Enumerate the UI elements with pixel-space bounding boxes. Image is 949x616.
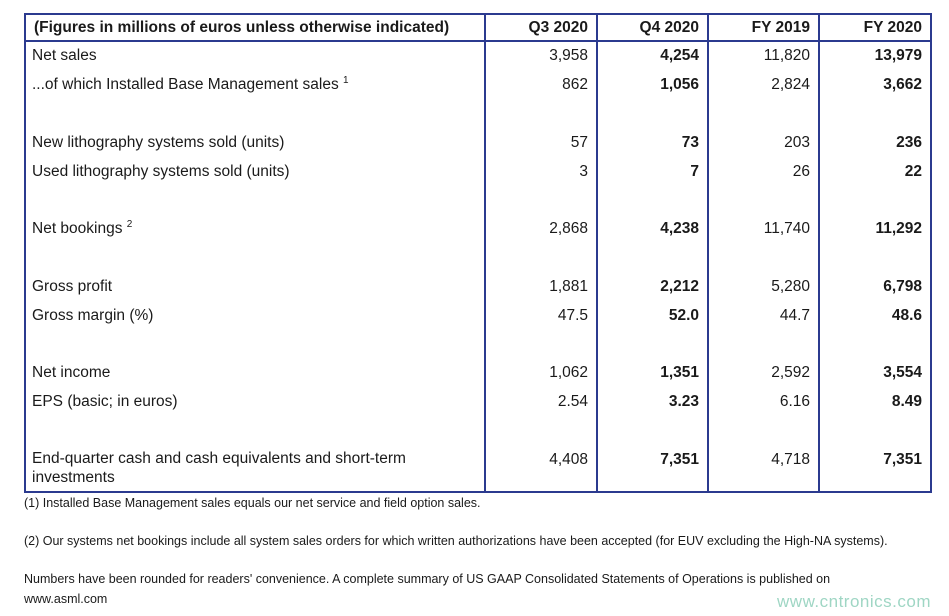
- header-fy-2019: FY 2019: [707, 13, 820, 42]
- footnote-marker: 2: [126, 219, 133, 231]
- footnote-2: (2) Our systems net bookings include all…: [24, 534, 888, 548]
- cell-q4-2020: 7: [596, 157, 709, 186]
- cell-fy-2019: 26: [707, 157, 820, 186]
- cell-fy-2019: 44.7: [707, 301, 820, 330]
- row-label: Gross profit: [24, 272, 486, 302]
- row-label: End-quarter cash and cash equivalents an…: [24, 445, 486, 494]
- row-label: Net income: [24, 358, 486, 388]
- footnote-3-line-2: www.asml.com: [24, 592, 108, 606]
- cell-fy-2020: 48.6: [818, 301, 932, 330]
- header-q4-2020: Q4 2020: [596, 13, 709, 42]
- table-row: End-quarter cash and cash equivalents an…: [24, 445, 932, 494]
- table-row: Used lithography systems sold (units) 3 …: [24, 157, 932, 186]
- cell-fy-2020: 11,292: [818, 214, 932, 244]
- cell-q4-2020: 1,351: [596, 358, 709, 388]
- cell-fy-2019: 2,592: [707, 358, 820, 388]
- cell-q3-2020: 2.54: [484, 387, 598, 417]
- cell-fy-2019: 11,820: [707, 41, 820, 71]
- table-row: Gross margin (%) 47.5 52.0 44.7 48.6: [24, 301, 932, 330]
- cell-fy-2020: 6,798: [818, 272, 932, 302]
- cell-fy-2020: 8.49: [818, 387, 932, 417]
- cell-fy-2020: 3,554: [818, 358, 932, 388]
- spacer-row: [24, 243, 932, 273]
- spacer-row: [24, 185, 932, 215]
- cell-q3-2020: 4,408: [484, 445, 598, 494]
- cell-q3-2020: 3: [484, 157, 598, 186]
- header-q3-2020: Q3 2020: [484, 13, 598, 42]
- row-label: ...of which Installed Base Management sa…: [24, 70, 486, 100]
- cell-q3-2020: 3,958: [484, 41, 598, 71]
- footnote-3-line-1: Numbers have been rounded for readers' c…: [24, 572, 831, 586]
- table-row: Net sales 3,958 4,254 11,820 13,979: [24, 41, 932, 71]
- footnote-1: (1) Installed Base Management sales equa…: [24, 496, 481, 510]
- cell-q3-2020: 2,868: [484, 214, 598, 244]
- cell-q4-2020: 52.0: [596, 301, 709, 330]
- footnote-marker: 1: [343, 75, 349, 87]
- header-fy-2020: FY 2020: [818, 13, 932, 42]
- cell-q3-2020: 1,881: [484, 272, 598, 302]
- row-label: Net sales: [24, 41, 486, 71]
- cell-q4-2020: 1,056: [596, 70, 709, 100]
- cell-q4-2020: 73: [596, 128, 709, 158]
- table-row: Net bookings 2 2,868 4,238 11,740 11,292: [24, 214, 932, 244]
- row-label: Used lithography systems sold (units): [24, 157, 486, 186]
- spacer-row: [24, 416, 932, 446]
- cell-fy-2019: 4,718: [707, 445, 820, 494]
- cell-q4-2020: 4,238: [596, 214, 709, 244]
- row-label: New lithography systems sold (units): [24, 128, 486, 158]
- cell-fy-2019: 203: [707, 128, 820, 158]
- cell-q4-2020: 2,212: [596, 272, 709, 302]
- watermark: www.cntronics.com: [777, 592, 931, 611]
- row-label: Gross margin (%): [24, 301, 486, 330]
- cell-q4-2020: 4,254: [596, 41, 709, 71]
- cell-fy-2020: 236: [818, 128, 932, 158]
- cell-q4-2020: 3.23: [596, 387, 709, 417]
- spacer-row: [24, 329, 932, 359]
- cell-fy-2019: 5,280: [707, 272, 820, 302]
- table-row: Net income 1,062 1,351 2,592 3,554: [24, 358, 932, 388]
- table-header-row: (Figures in millions of euros unless oth…: [24, 13, 932, 42]
- cell-fy-2020: 3,662: [818, 70, 932, 100]
- row-label: Net bookings 2: [24, 214, 486, 244]
- cell-q3-2020: 47.5: [484, 301, 598, 330]
- cell-fy-2020: 7,351: [818, 445, 932, 494]
- cell-fy-2019: 6.16: [707, 387, 820, 417]
- cell-fy-2019: 2,824: [707, 70, 820, 100]
- table-row: New lithography systems sold (units) 57 …: [24, 128, 932, 158]
- spacer-row: [24, 99, 932, 129]
- row-label: EPS (basic; in euros): [24, 387, 486, 417]
- table-row: EPS (basic; in euros) 2.54 3.23 6.16 8.4…: [24, 387, 932, 417]
- cell-fy-2020: 13,979: [818, 41, 932, 71]
- table-row: ...of which Installed Base Management sa…: [24, 70, 932, 100]
- cell-q4-2020: 7,351: [596, 445, 709, 494]
- cell-q3-2020: 862: [484, 70, 598, 100]
- header-description: (Figures in millions of euros unless oth…: [24, 13, 486, 42]
- cell-q3-2020: 1,062: [484, 358, 598, 388]
- table-row: Gross profit 1,881 2,212 5,280 6,798: [24, 272, 932, 302]
- cell-fy-2020: 22: [818, 157, 932, 186]
- cell-q3-2020: 57: [484, 128, 598, 158]
- financial-summary-table: (Figures in millions of euros unless oth…: [24, 13, 932, 494]
- cell-fy-2019: 11,740: [707, 214, 820, 244]
